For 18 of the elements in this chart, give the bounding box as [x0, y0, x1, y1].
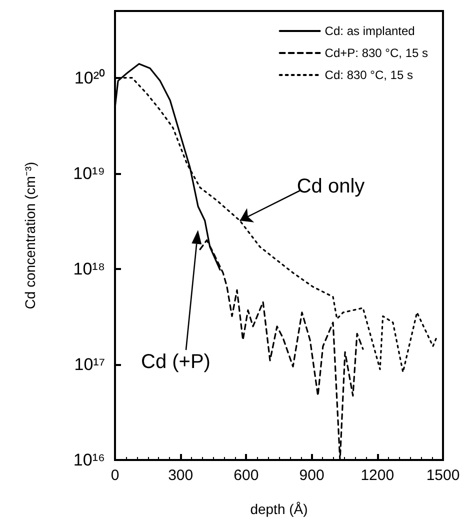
x-tick-label: 0 — [110, 467, 120, 484]
legend-label: Cd+P: 830 °C, 15 s — [324, 46, 428, 60]
y-axis-title: Cd concentration (cm⁻³) — [22, 162, 38, 310]
legend-label: Cd: as implanted — [324, 24, 415, 38]
y-tick-label: 10¹⁸ — [73, 259, 105, 278]
x-tick-label: 1200 — [360, 467, 394, 484]
y-tick-label: 10¹⁷ — [74, 354, 105, 374]
x-tick-label: 300 — [168, 467, 194, 484]
annotation: Cd (+P) — [141, 351, 210, 373]
annotation: Cd only — [296, 176, 365, 198]
legend-label: Cd: 830 °C, 15 s — [324, 68, 413, 82]
y-tick-label: 10¹⁹ — [73, 164, 105, 183]
x-axis-title: depth (Å) — [250, 501, 308, 517]
y-tick-label: 10²⁰ — [74, 68, 105, 88]
x-tick-label: 1500 — [426, 467, 460, 484]
y-tick-label: 10¹⁶ — [73, 450, 105, 470]
x-tick-label: 600 — [234, 467, 259, 484]
x-tick-label: 900 — [299, 467, 324, 484]
